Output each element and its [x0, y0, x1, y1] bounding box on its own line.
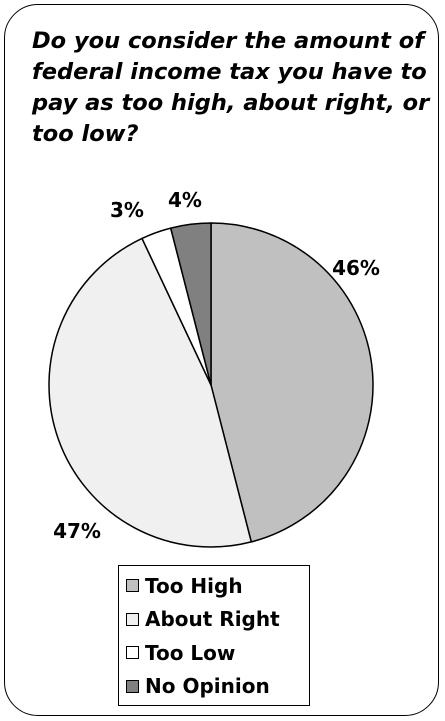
legend-swatch-about-right — [126, 612, 139, 626]
pie-slice-no-opinion — [169, 222, 212, 386]
data-label-about-right: 47% — [53, 519, 101, 543]
legend-label-too-low: Too Low — [145, 640, 236, 665]
pie-slice-too-high — [210, 222, 374, 543]
data-label-too-low: 3% — [110, 198, 144, 222]
legend-swatch-too-low — [126, 646, 139, 660]
pie-slice-about-right — [48, 237, 253, 548]
legend-item-too-high: Too High — [119, 569, 309, 603]
legend-swatch-no-opinion — [126, 679, 139, 693]
legend-item-about-right: About Right — [119, 603, 309, 637]
chart-legend: Too High About Right Too Low No Opinion — [118, 565, 310, 706]
legend-label-no-opinion: No Opinion — [145, 674, 270, 699]
legend-item-no-opinion: No Opinion — [119, 670, 309, 704]
legend-item-too-low: Too Low — [119, 636, 309, 670]
legend-swatch-too-high — [126, 579, 139, 593]
legend-label-about-right: About Right — [145, 607, 280, 632]
chart-title: Do you consider the amount of federal in… — [32, 28, 430, 147]
legend-label-too-high: Too High — [145, 573, 243, 598]
data-label-too-high: 46% — [332, 256, 380, 280]
data-label-no-opinion: 4% — [168, 188, 202, 212]
